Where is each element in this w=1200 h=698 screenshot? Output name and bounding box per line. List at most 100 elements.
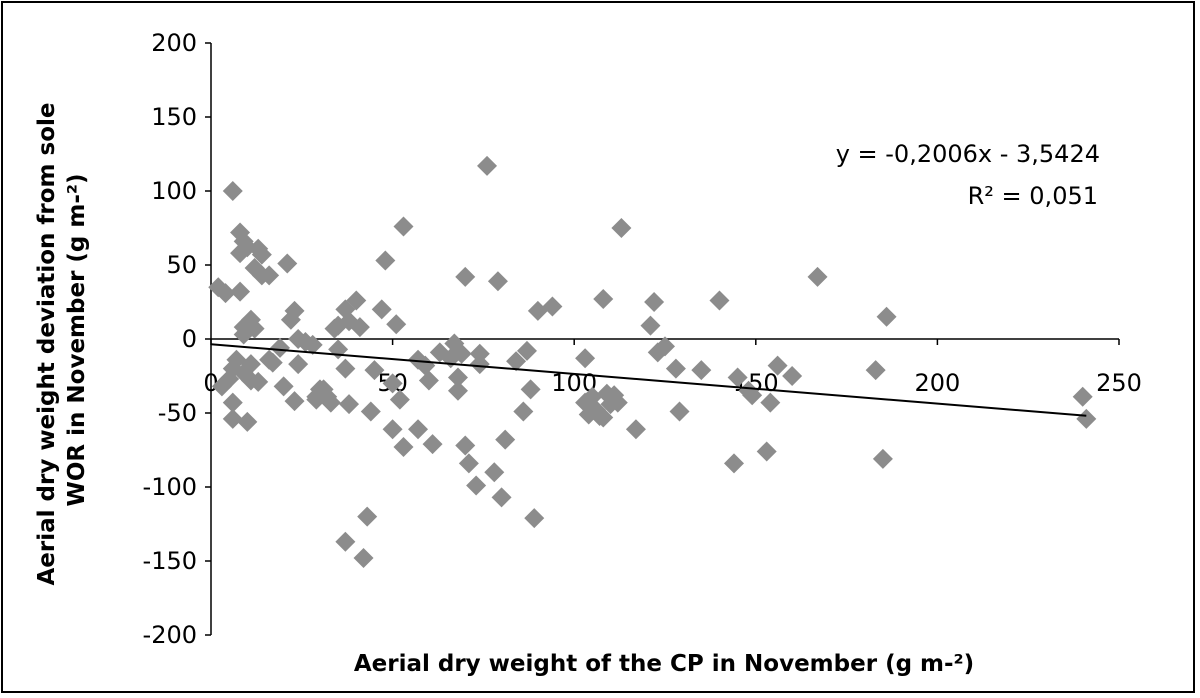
data-point	[742, 385, 763, 406]
data-point	[575, 348, 596, 369]
data-point	[284, 391, 305, 412]
data-point	[495, 429, 516, 450]
data-point	[466, 475, 487, 496]
data-point	[277, 253, 298, 274]
x-tick-label: 0	[203, 369, 218, 397]
data-point	[222, 408, 243, 429]
data-point	[240, 354, 261, 375]
data-point	[469, 343, 490, 364]
data-point	[422, 434, 443, 455]
data-point	[328, 339, 349, 360]
data-point	[226, 349, 247, 370]
data-point	[393, 437, 414, 458]
r-squared-label: R² = 0,051	[968, 182, 1098, 210]
x-axis-title: Aerial dry weight of the CP in November …	[354, 651, 974, 677]
data-point	[807, 266, 828, 287]
y-tick-label: -200	[143, 621, 197, 649]
data-point	[389, 389, 410, 410]
data-point	[393, 216, 414, 237]
y-tick-label: -100	[143, 473, 197, 501]
data-point	[262, 352, 283, 373]
data-point	[724, 453, 745, 474]
data-point	[1076, 408, 1097, 429]
data-point	[451, 343, 472, 364]
data-point	[665, 358, 686, 379]
data-point	[357, 506, 378, 527]
trendline	[210, 343, 1087, 417]
data-point	[506, 351, 527, 372]
data-point	[669, 401, 690, 422]
data-point	[360, 401, 381, 422]
data-point	[709, 290, 730, 311]
data-point	[524, 508, 545, 529]
data-point	[727, 367, 748, 388]
data-point	[259, 265, 280, 286]
y-axis-title: Aerial dry weight deviation from sole WO…	[34, 94, 90, 585]
data-point	[382, 419, 403, 440]
data-point	[782, 366, 803, 386]
data-point	[484, 462, 505, 483]
data-point	[346, 290, 367, 311]
data-point	[335, 358, 356, 379]
data-point	[251, 244, 272, 265]
data-point	[335, 531, 356, 552]
data-point	[527, 300, 548, 321]
data-point	[455, 435, 476, 456]
data-point	[865, 360, 886, 381]
data-point	[447, 380, 468, 401]
data-point	[513, 401, 534, 422]
y-tick-label: -150	[143, 547, 197, 575]
data-point	[386, 314, 407, 335]
y-tick-label: 50	[166, 251, 197, 279]
data-point	[611, 218, 632, 238]
y-axis-title-line-1: Aerial dry weight deviation from sole	[34, 102, 60, 585]
data-point	[756, 441, 777, 462]
y-tick-label: 150	[151, 103, 197, 131]
data-point	[1072, 386, 1093, 407]
data-point	[288, 354, 309, 375]
data-point	[487, 271, 508, 292]
data-point	[270, 337, 291, 358]
data-point	[593, 407, 614, 428]
data-point	[876, 306, 897, 327]
data-point	[872, 448, 893, 469]
data-point	[760, 392, 781, 413]
data-point	[542, 296, 563, 317]
data-point	[244, 318, 265, 339]
data-point	[640, 315, 661, 336]
data-point	[593, 289, 614, 310]
data-point	[302, 334, 323, 355]
data-point	[644, 292, 665, 312]
data-point	[469, 354, 490, 375]
data-point	[339, 394, 360, 415]
data-point	[273, 376, 294, 397]
y-axis-title-line-2: WOR in November (g m-²)	[64, 173, 90, 506]
data-point	[458, 453, 479, 474]
y-tick-label: 0	[182, 325, 197, 353]
y-axis	[205, 42, 212, 636]
data-point	[418, 370, 439, 391]
data-point	[382, 373, 403, 394]
y-tick-labels: 200 150 100 50 0 -50 -100 -150 -200	[143, 29, 197, 649]
data-point	[230, 281, 251, 302]
data-point	[625, 419, 646, 440]
data-point	[284, 300, 305, 321]
data-point	[244, 257, 265, 278]
data-point	[408, 419, 429, 440]
trendline-equation: y = -0,2006x - 3,5424	[836, 140, 1100, 168]
data-point	[520, 379, 541, 400]
y-tick-label: 100	[151, 177, 197, 205]
data-point	[516, 340, 537, 361]
data-point	[375, 250, 396, 271]
data-point	[349, 317, 370, 338]
x-tick-label: 200	[914, 369, 960, 397]
data-point	[248, 371, 269, 392]
data-point	[767, 355, 788, 376]
y-tick-label: -50	[158, 399, 197, 427]
data-point	[237, 411, 258, 432]
data-point	[655, 336, 675, 357]
data-point	[607, 392, 628, 413]
x-tick-label: 250	[1096, 369, 1142, 397]
